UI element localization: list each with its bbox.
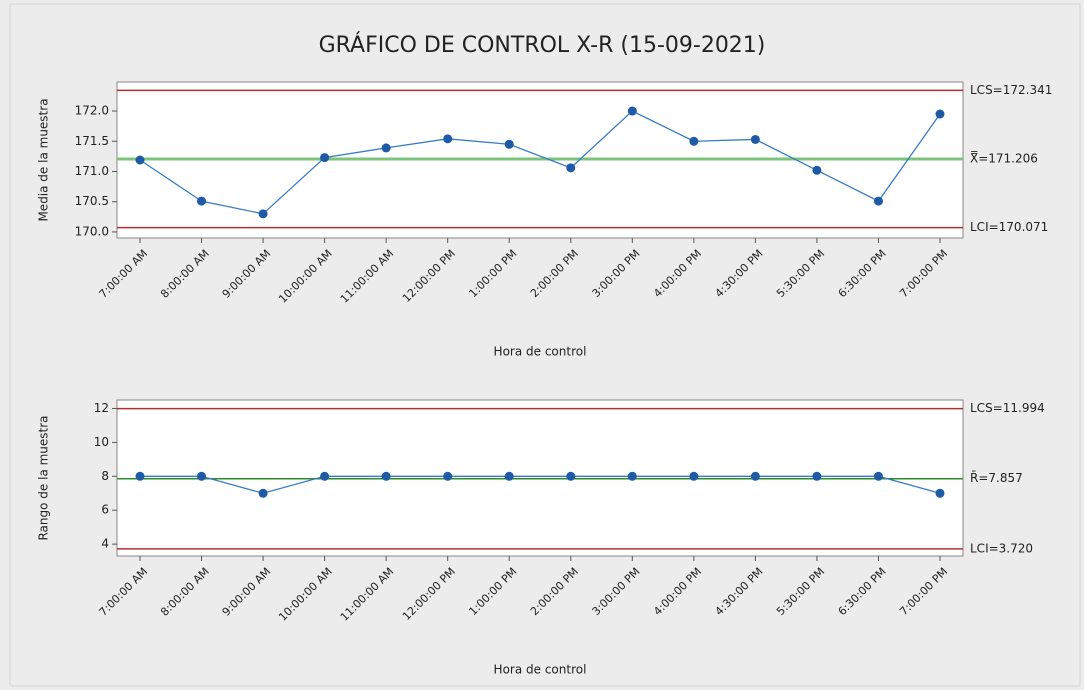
data-point (381, 143, 391, 153)
series-line (139, 110, 941, 215)
y-axis-label: Media de la muestra (37, 98, 51, 221)
x-axis-label: Hora de control (494, 663, 587, 677)
data-point (566, 163, 576, 173)
control-limit-label: LCS=11.994 (970, 401, 1045, 415)
chart-title: GRÁFICO DE CONTROL X-R (15-09-2021) (319, 32, 766, 58)
y-tick-label: 12 (94, 401, 109, 415)
y-tick-label: 6 (101, 503, 109, 517)
data-point (750, 134, 760, 144)
y-tick-label: 170.5 (75, 194, 109, 208)
data-point (135, 471, 145, 481)
y-tick-label: 10 (94, 435, 109, 449)
data-point (320, 471, 330, 481)
control-limit-label: LCI=170.071 (970, 220, 1048, 234)
data-point (443, 471, 453, 481)
data-point (750, 471, 760, 481)
data-point (627, 471, 637, 481)
y-tick-label: 171.0 (75, 164, 109, 178)
data-point (504, 139, 514, 149)
y-tick-label: 8 (101, 469, 109, 483)
y-tick-label: 170.0 (75, 224, 109, 238)
data-point (197, 196, 207, 206)
y-tick-label: 171.5 (75, 134, 109, 148)
data-point (197, 471, 207, 481)
data-point (935, 488, 945, 498)
data-point (627, 106, 637, 116)
control-limit-label: R̄=7.857 (970, 471, 1023, 485)
y-tick-label: 172.0 (75, 104, 109, 118)
data-point (443, 134, 453, 144)
y-axis-label: Rango de la muestra (37, 415, 51, 540)
data-point (504, 471, 514, 481)
data-point (873, 196, 883, 206)
control-limit-label: X̿=171.206 (970, 150, 1038, 165)
control-limit-label: LCS=172.341 (970, 83, 1052, 97)
data-point (812, 471, 822, 481)
data-point (689, 471, 699, 481)
series-line (140, 475, 941, 494)
data-point (935, 109, 945, 119)
data-point (320, 153, 330, 163)
data-point (566, 471, 576, 481)
y-tick-label: 4 (101, 537, 109, 551)
data-point (873, 471, 883, 481)
data-point (258, 488, 268, 498)
data-point (689, 136, 699, 146)
data-point (135, 155, 145, 165)
data-point (812, 165, 822, 175)
control-limit-label: LCI=3.720 (970, 541, 1033, 555)
x-axis-label: Hora de control (494, 345, 587, 359)
data-point (258, 209, 268, 219)
data-point (381, 471, 391, 481)
